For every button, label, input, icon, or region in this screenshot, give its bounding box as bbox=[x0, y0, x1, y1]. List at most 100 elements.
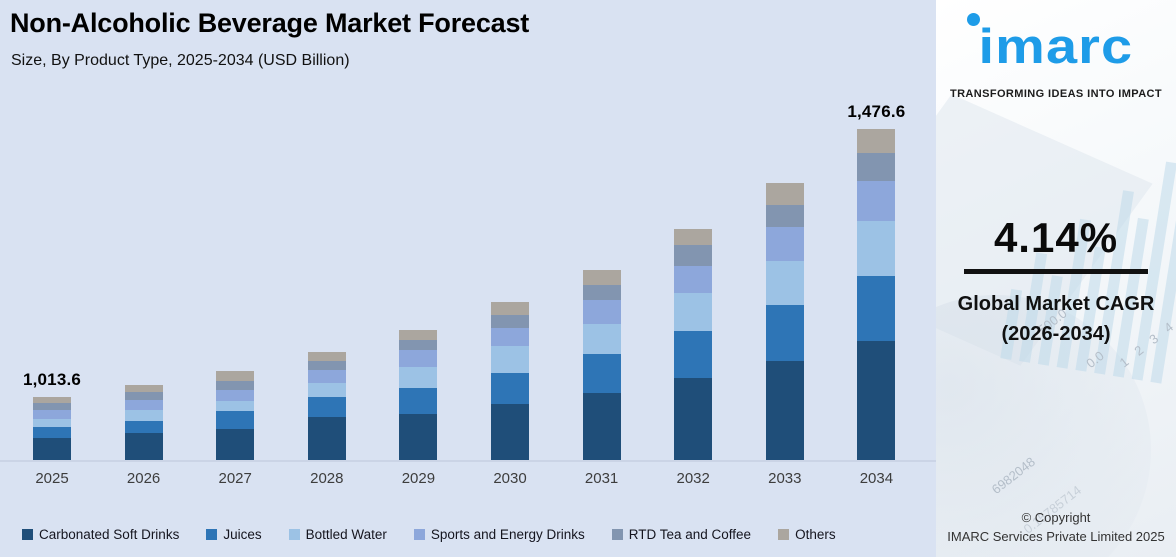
bar-2033 bbox=[765, 183, 804, 460]
bar-segment-rtd-tea-and-coffee bbox=[33, 403, 71, 410]
data-label-2025: 1,013.6 bbox=[22, 370, 82, 389]
chart-panel: Non-Alcoholic Beverage Market Forecast S… bbox=[0, 0, 936, 557]
copyright: © Copyright IMARC Services Private Limit… bbox=[936, 509, 1176, 547]
legend-item-carbonated-soft-drinks: Carbonated Soft Drinks bbox=[22, 527, 179, 542]
bar-segment-juices bbox=[399, 388, 438, 414]
bar-segment-others bbox=[399, 330, 438, 340]
bar-2030 bbox=[491, 302, 529, 460]
plot-area: 2025 2026 2027 2028 2029 2030 2031 2032 2033 2034… bbox=[0, 102, 936, 487]
bar-segment-others bbox=[857, 129, 896, 153]
bar-segment-juices bbox=[216, 411, 255, 429]
bar-segment-rtd-tea-and-coffee bbox=[674, 245, 713, 266]
x-axis-label: 2033 bbox=[768, 470, 802, 487]
bar-2026 bbox=[124, 385, 163, 460]
page-title: Non-Alcoholic Beverage Market Forecast bbox=[10, 8, 530, 38]
logo-dot-icon bbox=[967, 13, 980, 26]
cagr-label-line2: (2026-2034) bbox=[1001, 323, 1111, 345]
bar-2032 bbox=[674, 229, 713, 460]
bar-segment-bottled-water bbox=[33, 419, 71, 427]
bar-segment-bottled-water bbox=[307, 383, 346, 397]
bar-segment-others bbox=[674, 229, 713, 245]
copyright-line1: © Copyright bbox=[1021, 510, 1091, 526]
bar-segment-sports-and-energy-drinks bbox=[399, 350, 438, 367]
bar-segment-juices bbox=[33, 427, 71, 438]
cagr-value: 4.14% bbox=[993, 214, 1119, 261]
x-axis-label: 2034 bbox=[859, 470, 894, 487]
bar-segment-carbonated-soft-drinks bbox=[857, 341, 896, 460]
legend-swatch-icon bbox=[288, 528, 300, 540]
bar-segment-sports-and-energy-drinks bbox=[33, 410, 71, 419]
logo-tagline: TRANSFORMING IDEAS INTO IMPACT bbox=[949, 88, 1163, 100]
bar-segment-sports-and-energy-drinks bbox=[857, 181, 896, 221]
bar-segment-carbonated-soft-drinks bbox=[216, 429, 255, 460]
legend-label: Sports and Energy Drinks bbox=[430, 526, 585, 542]
legend-swatch-icon bbox=[22, 528, 33, 540]
legend-swatch-icon bbox=[206, 528, 218, 540]
bar-segment-juices bbox=[491, 373, 529, 404]
x-axis-label: 2030 bbox=[493, 470, 527, 487]
bar-segment-bottled-water bbox=[765, 261, 804, 305]
bar-segment-rtd-tea-and-coffee bbox=[857, 153, 896, 181]
bar-segment-bottled-water bbox=[857, 221, 896, 276]
bar-segment-bottled-water bbox=[399, 367, 438, 388]
legend-item-others: Others bbox=[778, 527, 836, 542]
legend-label: RTD Tea and Coffee bbox=[628, 526, 752, 542]
cagr-block: 4.14% Global Market CAGR (2026-2034) bbox=[936, 214, 1176, 349]
x-axis-baseline bbox=[0, 460, 936, 462]
bar-2034 bbox=[857, 129, 896, 460]
x-axis-label: 2027 bbox=[218, 470, 252, 487]
bar-segment-rtd-tea-and-coffee bbox=[399, 340, 438, 350]
bar-segment-juices bbox=[307, 397, 346, 417]
legend-label: Bottled Water bbox=[305, 526, 387, 542]
bar-segment-bottled-water bbox=[674, 293, 713, 331]
bar-segment-sports-and-energy-drinks bbox=[124, 400, 163, 410]
x-axis-label: 2032 bbox=[676, 470, 710, 487]
bar-2029 bbox=[399, 330, 438, 460]
bar-segment-rtd-tea-and-coffee bbox=[307, 361, 346, 370]
cagr-divider bbox=[964, 269, 1148, 274]
bar-segment-carbonated-soft-drinks bbox=[582, 393, 621, 460]
bar-segment-sports-and-energy-drinks bbox=[765, 227, 804, 261]
bar-segment-bottled-water bbox=[491, 346, 529, 373]
bar-segment-carbonated-soft-drinks bbox=[674, 378, 713, 460]
legend-item-bottled-water: Bottled Water bbox=[288, 526, 387, 542]
bar-segment-bottled-water bbox=[124, 410, 163, 421]
bar-2025 bbox=[33, 397, 71, 460]
bar-segment-carbonated-soft-drinks bbox=[33, 438, 71, 460]
bar-segment-others bbox=[307, 352, 346, 361]
bar-segment-carbonated-soft-drinks bbox=[307, 417, 346, 460]
bar-segment-carbonated-soft-drinks bbox=[491, 404, 529, 460]
bar-segment-others bbox=[216, 371, 255, 381]
bar-segment-bottled-water bbox=[582, 324, 621, 354]
imarc-logo: imarc bbox=[936, 10, 1176, 86]
legend-swatch-icon bbox=[778, 528, 790, 540]
bar-segment-juices bbox=[857, 276, 896, 341]
bar-segment-rtd-tea-and-coffee bbox=[216, 381, 255, 390]
x-axis-label: 2031 bbox=[584, 470, 619, 487]
bar-2028 bbox=[307, 352, 346, 460]
x-axis-label: 2025 bbox=[35, 470, 69, 487]
bar-segment-juices bbox=[674, 331, 713, 378]
bar-segment-sports-and-energy-drinks bbox=[582, 300, 621, 324]
legend-item-sports-and-energy-drinks: Sports and Energy Drinks bbox=[413, 526, 585, 542]
legend-item-juices: Juices bbox=[206, 526, 262, 542]
bar-segment-rtd-tea-and-coffee bbox=[124, 392, 163, 400]
legend-label: Juices bbox=[223, 526, 262, 542]
bar-segment-juices bbox=[765, 305, 804, 361]
bar-segment-others bbox=[33, 397, 71, 403]
legend-label: Others bbox=[795, 526, 836, 542]
bar-segment-juices bbox=[582, 354, 621, 393]
legend: Carbonated Soft Drinks Juices Bottled Wate… bbox=[22, 523, 836, 545]
bar-segment-rtd-tea-and-coffee bbox=[765, 205, 804, 227]
page-subtitle: Size, By Product Type, 2025-2034 (USD Bi… bbox=[11, 52, 350, 69]
x-axis-label: 2028 bbox=[310, 470, 344, 487]
x-axis-label: 2029 bbox=[401, 470, 436, 487]
logo-text: imarc bbox=[978, 20, 1134, 74]
bar-segment-juices bbox=[124, 421, 163, 433]
cagr-label-line1: Global Market CAGR bbox=[957, 293, 1155, 315]
bar-segment-carbonated-soft-drinks bbox=[765, 361, 804, 460]
legend-swatch-icon bbox=[413, 528, 425, 540]
bar-segment-rtd-tea-and-coffee bbox=[582, 285, 621, 300]
bar-segment-others bbox=[765, 183, 804, 205]
side-panel: 500.0 0.0 1 2 3 4 6982048 0.15785714 ima… bbox=[936, 0, 1176, 557]
